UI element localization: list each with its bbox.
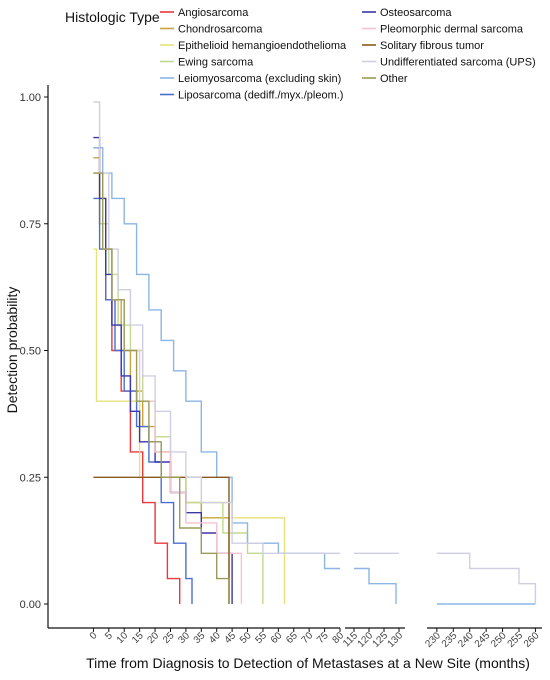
x-tick-label: 255 <box>506 630 526 650</box>
series-layer <box>93 101 537 605</box>
x-tick-label: 55 <box>253 630 269 646</box>
series-line <box>93 157 230 604</box>
series-line <box>436 552 537 604</box>
series-chondrosarcoma <box>93 157 230 604</box>
x-tick-label: 240 <box>456 630 476 650</box>
axes: 0.000.250.500.751.000 5 10 15 20 25 30 35 40 45 50… <box>20 85 542 650</box>
legend-label: Undifferentiated sarcoma (UPS) <box>380 57 536 69</box>
x-tick-label: 230 <box>423 630 443 650</box>
series-line <box>93 172 230 604</box>
legend-label: Liposarcoma (dediff./myx./pleom.) <box>178 90 343 102</box>
y-tick-label: 0.50 <box>20 346 41 358</box>
y-tick-label: 0.25 <box>20 472 41 484</box>
legend-label: Solitary fibrous tumor <box>380 40 484 52</box>
series-line <box>93 147 340 570</box>
legend-label: Osteosarcoma <box>380 7 452 19</box>
y-tick-label: 0.00 <box>20 599 41 611</box>
x-tick-label: 35 <box>192 630 208 646</box>
series-solitary-fibrous-tumor <box>93 476 230 604</box>
x-tick-label: 260 <box>522 630 542 650</box>
y-tick-label: 1.00 <box>20 92 41 104</box>
x-tick-label: 75 <box>315 630 331 646</box>
x-axis-title: Time from Diagnosis to Detection of Meta… <box>86 655 530 671</box>
series-line <box>354 567 397 604</box>
legend-title: Histologic Type <box>65 9 160 25</box>
legend-label: Other <box>380 73 408 85</box>
legend: Histologic Type Angiosarcoma Chondrosarco… <box>65 7 536 102</box>
series-line <box>93 476 230 604</box>
x-tick-label: 65 <box>284 630 300 646</box>
x-tick-label: 70 <box>300 630 316 646</box>
series-line <box>93 136 233 604</box>
x-tick-label: 60 <box>269 630 285 646</box>
legend-label: Chondrosarcoma <box>178 24 263 36</box>
legend-label: Angiosarcoma <box>178 7 249 19</box>
legend-label: Pleomorphic dermal sarcoma <box>380 24 524 36</box>
y-axis-title: Detection probability <box>4 287 20 414</box>
x-tick-label: 10 <box>115 630 131 646</box>
legend-label: Epithelioid hemangioendothelioma <box>178 40 347 52</box>
x-tick-label: 45 <box>223 630 239 646</box>
x-tick-label: 50 <box>238 630 254 646</box>
x-tick-label: 245 <box>473 630 493 650</box>
series-pleomorphic-dermal-sarcoma <box>93 172 243 604</box>
x-tick-label: 15 <box>130 630 146 646</box>
x-tick-label: 20 <box>146 630 162 646</box>
x-tick-label: 40 <box>207 630 223 646</box>
x-tick-label: 30 <box>176 630 192 646</box>
legend-label: Ewing sarcoma <box>178 57 254 69</box>
x-tick-label: 250 <box>489 630 509 650</box>
series-line <box>93 172 264 604</box>
series-ewing-sarcoma <box>93 172 264 604</box>
series-leiomyosarcoma-excluding-skin <box>93 147 536 605</box>
x-tick-label: 130 <box>386 630 406 650</box>
series-other <box>93 172 230 604</box>
legend-label: Leiomyosarcoma (excluding skin) <box>178 73 341 85</box>
y-tick-label: 0.75 <box>20 219 41 231</box>
series-epithelioid-hemangioendothelioma <box>93 248 286 604</box>
series-osteosarcoma <box>93 136 233 604</box>
x-tick-label: 235 <box>440 630 460 650</box>
series-line <box>93 172 243 604</box>
x-tick-label: 25 <box>161 630 177 646</box>
series-undifferentiated-sarcoma-ups <box>93 101 537 604</box>
series-line <box>93 248 286 604</box>
